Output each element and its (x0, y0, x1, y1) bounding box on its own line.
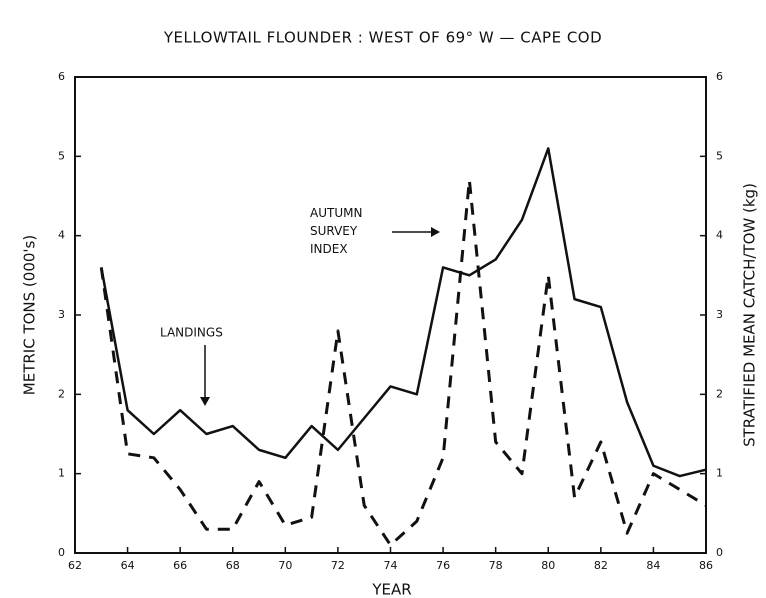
y-tick-label: 5 (58, 149, 65, 162)
x-tick-label: 64 (121, 559, 135, 572)
arrow-head (200, 397, 210, 406)
y-tick-label: 4 (58, 229, 65, 242)
series-annotation: LANDINGS (160, 326, 223, 340)
y2-tick-label: 4 (716, 229, 723, 242)
annotation-line: AUTUMN (310, 206, 362, 220)
y-tick-label: 6 (58, 70, 65, 83)
x-tick-label: 68 (226, 559, 240, 572)
x-tick-label: 80 (541, 559, 555, 572)
x-tick-label: 76 (436, 559, 450, 572)
y2-tick-label: 2 (716, 387, 723, 400)
x-axis-label: YEAR (371, 581, 411, 598)
x-tick-label: 84 (646, 559, 660, 572)
y2-tick-label: 5 (716, 149, 723, 162)
y-tick-label: 1 (58, 467, 65, 480)
data-line (99, 178, 707, 547)
series-annotation: AUTUMN SURVEY INDEX (310, 206, 362, 256)
y2-tick-label: 3 (716, 308, 723, 321)
x-tick-label: 78 (489, 559, 503, 572)
arrow-head (431, 227, 440, 237)
annotation-line: INDEX (310, 242, 348, 256)
x-tick-label: 82 (594, 559, 608, 572)
y-tick-label: 3 (58, 308, 65, 321)
y-tick-label: 2 (58, 387, 65, 400)
x-tick-label: 86 (699, 559, 713, 572)
x-tick-label: 70 (278, 559, 292, 572)
y2-axis-label: STRATIFIED MEAN CATCH/TOW (kg) (741, 183, 759, 447)
annotation-line: SURVEY (310, 224, 358, 238)
y-axis-label: METRIC TONS (000's) (21, 235, 39, 395)
x-tick-label: 72 (331, 559, 345, 572)
y2-tick-label: 1 (716, 467, 723, 480)
y2-tick-label: 6 (716, 70, 723, 83)
x-tick-label: 74 (384, 559, 398, 572)
y2-tick-label: 0 (716, 546, 723, 559)
x-tick-label: 66 (173, 559, 187, 572)
chart-title: YELLOWTAIL FLOUNDER : WEST OF 69° W — CA… (163, 29, 602, 47)
x-tick-label: 62 (68, 559, 82, 572)
y-tick-label: 0 (58, 546, 65, 559)
data-line (100, 147, 707, 478)
